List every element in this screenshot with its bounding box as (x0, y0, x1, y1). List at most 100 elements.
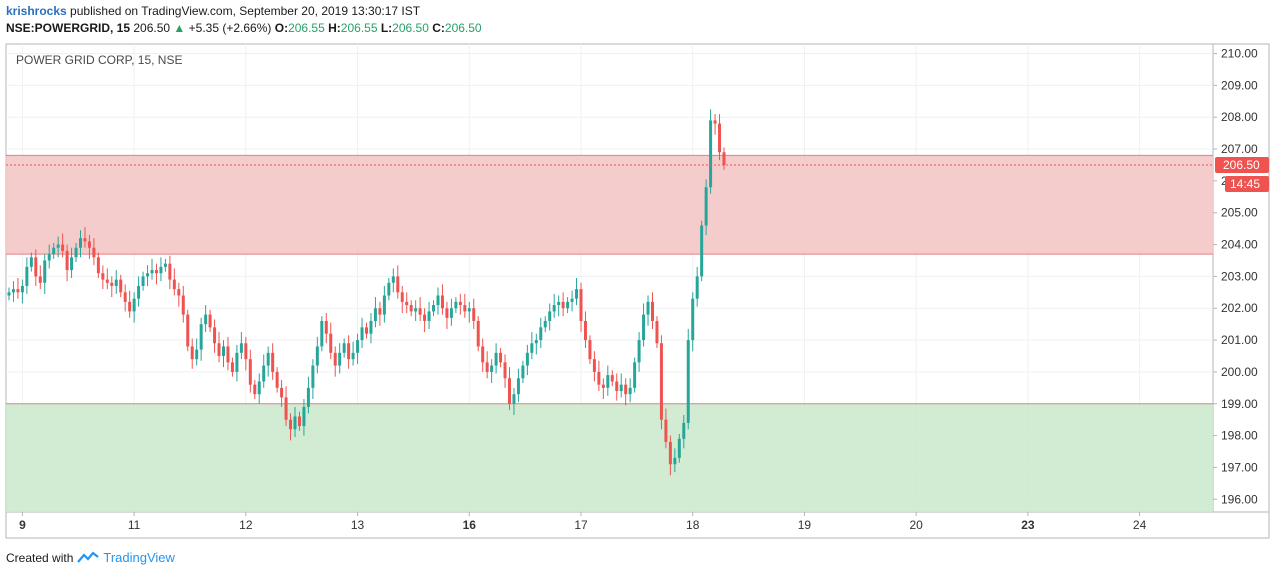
candle-body (275, 371, 279, 388)
candle-body (141, 276, 145, 286)
candle-body (168, 263, 172, 280)
candle-body (561, 301, 565, 309)
candle-body (566, 301, 570, 309)
candle-body (481, 346, 485, 363)
candle-body (217, 343, 221, 356)
candle-body (499, 352, 503, 363)
zones (6, 154, 1213, 512)
y-tick-label: 198.00 (1221, 429, 1258, 443)
candle-body (606, 375, 610, 388)
candle-body (87, 241, 91, 248)
author-name[interactable]: krishrocks (6, 4, 67, 18)
tradingview-logo-icon (77, 550, 100, 563)
candle-body (440, 295, 444, 309)
candle-body (38, 276, 42, 283)
chart-frame (5, 43, 1270, 539)
candle-body (244, 343, 248, 360)
candle-body (365, 327, 368, 334)
candle-body (315, 346, 319, 366)
candle-body (691, 298, 695, 341)
candle-body (619, 384, 623, 392)
candle-body (266, 352, 270, 366)
candle-body (476, 320, 480, 347)
price-chart[interactable]: 196.00 197.00 198.00 199.00 200.00 201.00 202.… (0, 0, 1274, 545)
time-tag: 14:45 (1225, 175, 1269, 192)
up-arrow-icon: ▲ (173, 21, 186, 35)
candle-body (208, 314, 212, 328)
tradingview-brand[interactable]: TradingView (103, 550, 175, 565)
candle-body (396, 276, 400, 293)
candle-body (651, 301, 654, 321)
candle-body (570, 298, 574, 302)
candle-body (329, 333, 333, 353)
y-tick-label: 196.00 (1221, 492, 1258, 506)
candle-body (445, 308, 449, 318)
candle-body (34, 257, 38, 277)
candle-body (539, 327, 543, 341)
candle-body (682, 422, 686, 439)
candle-body (284, 397, 288, 420)
y-tick-label: 201.00 (1221, 333, 1258, 347)
candle-body (213, 327, 217, 344)
candle-body (387, 282, 391, 296)
candle-body (414, 308, 418, 312)
candle-body (114, 279, 118, 286)
candle-body (47, 254, 51, 261)
candle-body (324, 320, 328, 334)
footer: Created with TradingView (6, 550, 175, 565)
candle-body (722, 152, 726, 165)
y-tick-label: 199.00 (1221, 397, 1258, 411)
candle-body (557, 301, 561, 306)
candle-body (677, 438, 681, 458)
candle-body (119, 279, 123, 293)
candle-body (579, 289, 583, 321)
time-axis[interactable]: 9 11 12 13 16 17 18 19 20 23 24 (19, 512, 1147, 532)
candle-body (494, 352, 498, 366)
price-axis[interactable]: 196.00 197.00 198.00 199.00 200.00 201.00 202.… (1213, 47, 1258, 507)
high-label: H: (328, 21, 341, 35)
candle-body (351, 352, 355, 360)
candle-body (132, 298, 136, 312)
candle-body (302, 406, 306, 427)
candle-body (230, 362, 234, 372)
candle-body (16, 289, 20, 293)
low-value: 206.50 (392, 21, 429, 35)
candle-body (226, 346, 230, 363)
y-tick-label: 207.00 (1221, 142, 1258, 156)
candle-body (342, 343, 346, 353)
open-label: O: (274, 21, 289, 35)
candle-body (262, 365, 266, 382)
candle-body (588, 340, 592, 360)
candle-body (79, 238, 82, 248)
candle-body (378, 308, 382, 315)
candle-body (338, 352, 342, 366)
close-label: C: (432, 21, 445, 35)
candle-body (65, 250, 69, 271)
published-text: published on TradingView.com, September … (70, 4, 421, 18)
candle-body (280, 387, 284, 398)
candle-body (333, 352, 337, 366)
candle-body (11, 289, 15, 293)
candle-body (432, 305, 436, 312)
candle-body (575, 289, 579, 299)
price-tag-text: 206.50 (1223, 158, 1260, 172)
candle-body (700, 225, 704, 277)
candle-body (543, 320, 547, 328)
y-tick-label: 200.00 (1221, 365, 1258, 379)
candle-body (405, 301, 409, 306)
candle-body (195, 349, 199, 360)
candle-body (83, 238, 87, 242)
candle-body (186, 314, 190, 347)
candle-body (449, 308, 453, 318)
candle-body (686, 340, 690, 423)
x-tick-label: 13 (351, 518, 365, 532)
candle-body (655, 320, 659, 344)
close-value: 206.50 (444, 21, 482, 35)
candle-body (695, 276, 699, 299)
quote-line: NSE:POWERGRID, 15 206.50 ▲ +5.35 (+2.66%… (6, 21, 482, 35)
candle-body (271, 352, 275, 372)
candle-body (146, 273, 150, 277)
candle-body (306, 387, 310, 407)
countdown-text: 14:45 (1230, 177, 1260, 191)
y-tick-label: 197.00 (1221, 460, 1258, 474)
